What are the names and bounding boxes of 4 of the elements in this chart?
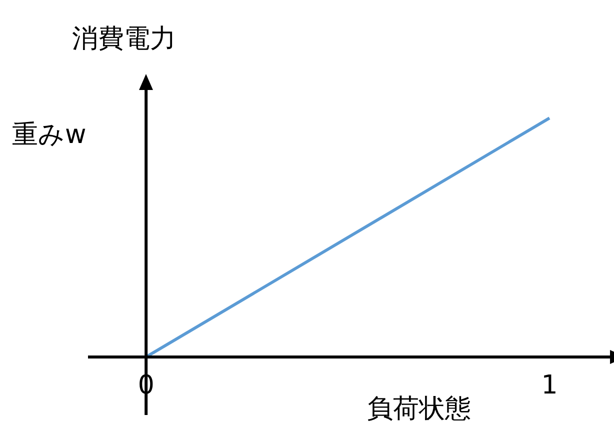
x-tick-label: 1 <box>541 370 558 400</box>
x-axis-title: 負荷状態 <box>367 394 472 424</box>
y-axis-title: 消費電力 <box>72 24 176 54</box>
text: 重みw <box>12 120 86 150</box>
